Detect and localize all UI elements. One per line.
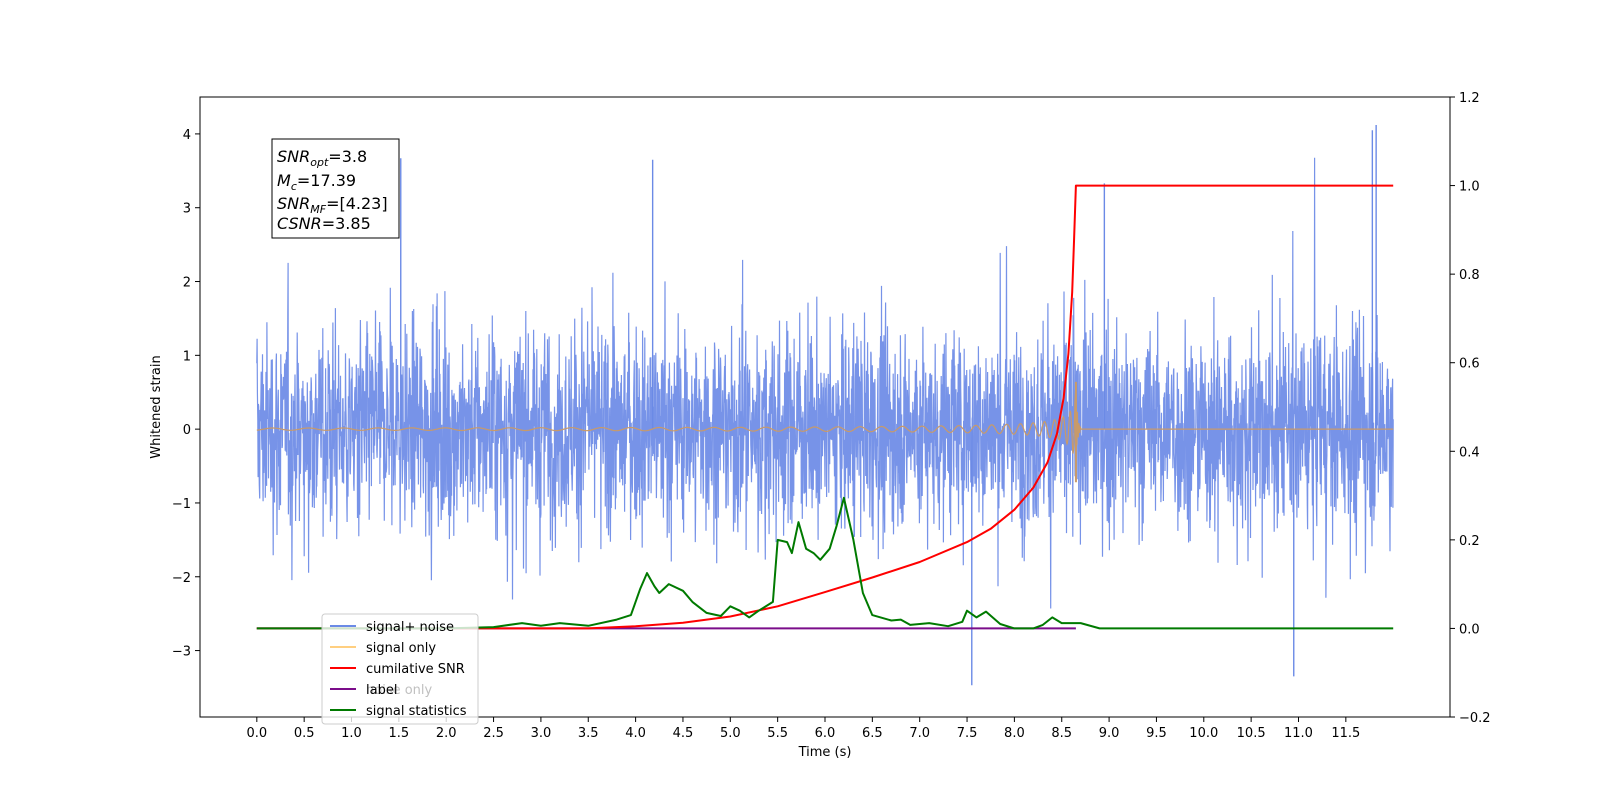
annotation-frame (271, 138, 400, 239)
x-ticks: 0.0 0.5 1.0 1.5 2.0 2.5 3.0 3.5 4.0 4.5 5.0 5.5 6.0 6… (246, 717, 1360, 741)
y-left-tick-label: 4 (183, 128, 191, 143)
x-tick-label: 9.5 (1146, 726, 1167, 741)
snr-opt-value: =3.8 (328, 147, 367, 166)
y-right-tick-label: 1.2 (1459, 91, 1480, 106)
legend-label-label: label (366, 683, 397, 698)
annotation-snr-opt: SNRopt=3.8 (277, 147, 367, 169)
x-tick-label: 10.5 (1237, 726, 1266, 741)
x-tick-label: 11.0 (1284, 726, 1313, 741)
annotation-box: SNRopt=3.8 Mc=17.39 SNRMF=[4.23] CSNR=3.… (271, 138, 400, 239)
x-tick-label: 0.5 (294, 726, 315, 741)
legend-label-noise-only-ghost: noise only (366, 683, 433, 698)
mc-subscript: c (291, 180, 297, 193)
y-left-tick-label: 1 (183, 349, 191, 364)
x-tick-label: 0.0 (246, 726, 267, 741)
x-tick-label: 4.0 (625, 726, 646, 741)
x-tick-label: 2.5 (483, 726, 504, 741)
legend-label-signal-noise: signal+ noise (366, 620, 454, 635)
x-tick-label: 1.5 (389, 726, 410, 741)
y-left-tick-label: −3 (172, 645, 191, 660)
y-left-ticks: −3 −2 −1 0 1 2 3 4 (172, 128, 200, 660)
y-left-tick-label: −2 (172, 571, 191, 586)
mc-value: =17.39 (297, 171, 356, 190)
y-left-tick-label: 3 (183, 202, 191, 217)
x-tick-label: 3.5 (578, 726, 599, 741)
snr-opt-subscript: opt (310, 156, 329, 169)
y-right-tick-label: 1.0 (1459, 180, 1480, 195)
legend-label-signal-only: signal only (366, 641, 436, 656)
snr-mf-value: =[4.23] (326, 194, 388, 213)
legend-frame (321, 613, 479, 725)
y-right-tick-label: 0.8 (1459, 268, 1480, 283)
x-tick-label: 2.0 (436, 726, 457, 741)
snr-opt-symbol: SNR (277, 147, 310, 166)
legend-label-cumilative-snr: cumilative SNR (366, 662, 465, 677)
y-right-tick-label: 0.6 (1459, 357, 1480, 372)
snr-mf-symbol: SNR (277, 194, 310, 213)
x-tick-label: 4.5 (673, 726, 694, 741)
series-signal-only-line (256, 384, 1394, 454)
x-tick-label: 1.0 (341, 726, 362, 741)
mc-symbol: M (277, 171, 291, 190)
x-tick-label: 10.0 (1189, 726, 1218, 741)
x-tick-label: 5.5 (767, 726, 788, 741)
legend-label-signal-statistics: signal statistics (366, 704, 467, 719)
y-left-tick-label: −1 (172, 497, 191, 512)
x-tick-label: 3.0 (531, 726, 552, 741)
y-left-tick-label: 2 (183, 276, 191, 291)
x-tick-label: 7.5 (957, 726, 978, 741)
series-signal-statistics-line (256, 496, 1394, 630)
legend: signal+ noise signal only cumilative SNR… (321, 613, 479, 725)
x-tick-label: 11.5 (1331, 726, 1360, 741)
csnr-value: =3.85 (322, 214, 371, 233)
csnr-symbol: CSNR (277, 214, 322, 233)
x-tick-label: 9.0 (1099, 726, 1120, 741)
series-signal-noise-line (256, 157, 1394, 609)
x-tick-label: 7.0 (909, 726, 930, 741)
y-right-tick-label: −0.2 (1459, 711, 1491, 726)
annotation-snr-mf: SNRMF=[4.23] (277, 194, 388, 216)
annotation-csnr: CSNR=3.85 (277, 214, 371, 233)
annotation-mc: Mc=17.39 (277, 171, 356, 193)
snr-mf-subscript: MF (310, 203, 326, 216)
y-right-ticks: −0.2 0.0 0.2 0.4 0.6 0.8 1.0 1.2 (1450, 91, 1491, 726)
series-layer (256, 125, 1394, 686)
y-right-tick-label: 0.2 (1459, 534, 1480, 549)
y-right-tick-label: 0.4 (1459, 445, 1480, 460)
y-left-tick-label: 0 (183, 423, 191, 438)
y-axis-title-left: Whitened strain (149, 355, 164, 458)
x-tick-label: 6.5 (862, 726, 883, 741)
series-cumilative-snr-line (256, 184, 1394, 630)
x-tick-label: 8.0 (1004, 726, 1025, 741)
y-right-tick-label: 0.0 (1459, 622, 1480, 637)
x-axis-title: Time (s) (798, 745, 852, 760)
x-tick-label: 6.0 (815, 726, 836, 741)
x-tick-label: 5.0 (720, 726, 741, 741)
x-tick-label: 8.5 (1051, 726, 1072, 741)
